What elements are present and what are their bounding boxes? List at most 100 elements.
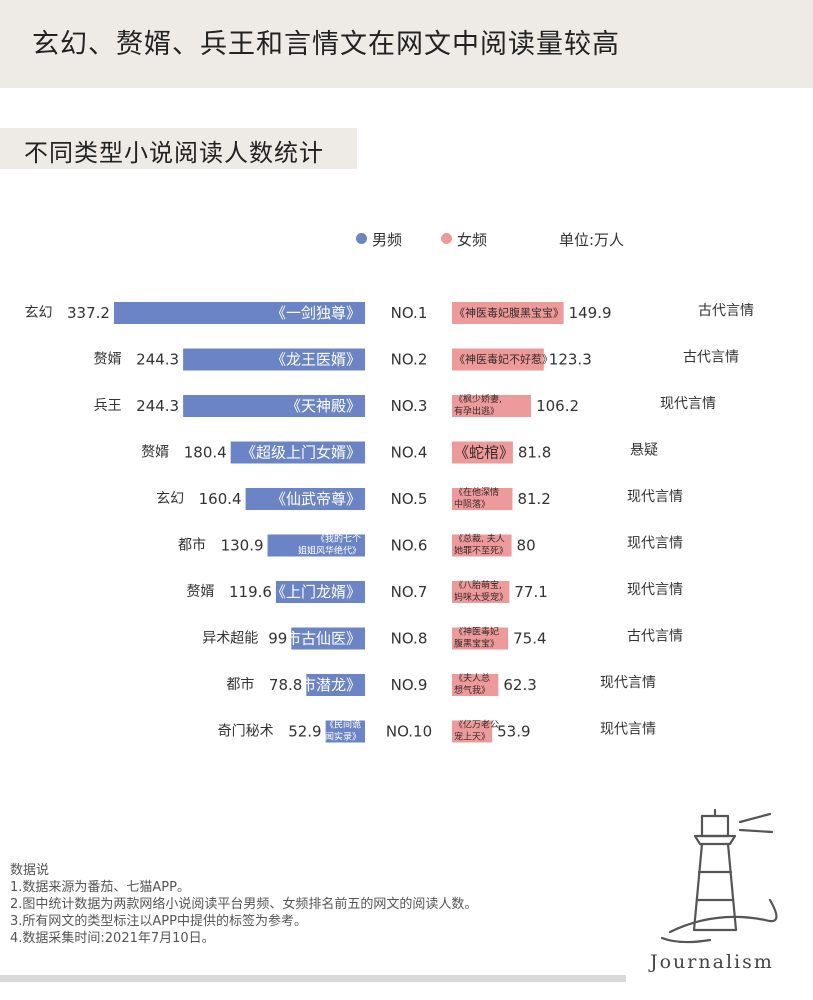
- female-value-label: 106.2: [536, 397, 579, 415]
- female-bar: [452, 581, 510, 603]
- male-bar: [325, 720, 365, 743]
- male-value-label: 78.8: [269, 676, 302, 694]
- male-genre-label: 奇门秘术: [218, 723, 274, 740]
- male-book-title: 姐姐风华绝代》: [298, 545, 361, 557]
- bottom-divider: [0, 975, 626, 982]
- female-book-title: 有孕出逃》: [454, 405, 499, 417]
- male-genre-label: 玄幻: [24, 304, 52, 321]
- rank-label: NO.3: [391, 397, 428, 415]
- rank-label: NO.1: [391, 304, 428, 322]
- female-bar: [452, 302, 564, 324]
- female-bar: [452, 348, 544, 371]
- male-genre-label: 赘婿: [94, 351, 122, 368]
- female-book-title: 想气我》: [454, 684, 490, 696]
- male-genre-label: 异术超能: [202, 631, 258, 647]
- female-value-label: 62.3: [503, 676, 536, 694]
- male-value-label: 244.3: [136, 397, 179, 415]
- male-genre-label: 赘婿: [141, 444, 169, 461]
- legend-female-label: 女频: [457, 231, 488, 249]
- female-value-label: 81.8: [518, 444, 551, 462]
- rank-label: NO.4: [391, 444, 428, 462]
- male-value-label: 160.4: [199, 490, 242, 508]
- notes-item: 4.数据采集时间:2021年7月10日。: [10, 931, 215, 946]
- female-book-title: 《夫人总: [454, 672, 490, 684]
- female-value-label: 75.4: [513, 630, 546, 648]
- rank-label: NO.10: [386, 723, 432, 741]
- male-genre-label: 兵王: [94, 398, 122, 414]
- female-book-title: 《神医毒妃腹黑宝宝》: [454, 306, 564, 320]
- unit-label: 单位:万人: [559, 231, 625, 249]
- rank-label: NO.6: [391, 537, 428, 555]
- female-book-title: 《总裁, 夫人: [454, 533, 505, 545]
- male-bar: [245, 488, 365, 510]
- male-value-label: 119.6: [229, 583, 272, 601]
- rank-label: NO.7: [391, 583, 428, 601]
- female-value-label: 123.3: [549, 351, 592, 369]
- male-bar: [306, 674, 365, 696]
- female-book-title: 妈咪太受宠》: [454, 591, 508, 603]
- male-value-label: 180.4: [184, 444, 227, 462]
- male-book-title: 《民间诡: [325, 719, 361, 731]
- page-title: 玄幻、赘婿、兵王和言情文在网文中阅读量较高: [32, 29, 620, 60]
- male-book-title: 《上门龙婿》: [271, 583, 361, 601]
- female-book-title: 《亿万老公: [454, 719, 499, 731]
- male-book-title: 《都市潜龙》: [271, 676, 361, 694]
- legend-male: 男频: [356, 229, 402, 249]
- female-bar: [452, 534, 512, 557]
- rank-label: NO.2: [391, 351, 428, 369]
- female-book-title: 《在他深情: [454, 486, 499, 498]
- female-book-title: 《八胎萌宝,: [454, 579, 502, 591]
- lighthouse-logo-icon: [660, 808, 778, 944]
- male-value-label: 244.3: [136, 351, 179, 369]
- female-book-title: 她罪不至死》: [454, 545, 508, 557]
- male-book-title: 《都市古仙医》: [256, 630, 361, 648]
- male-book-title: 《仙武帝尊》: [271, 490, 361, 508]
- female-genre-label: 现代言情: [627, 536, 683, 552]
- female-bar: [452, 720, 493, 743]
- female-bar: [452, 441, 513, 464]
- male-bar: [267, 534, 365, 557]
- male-bar: [113, 302, 366, 324]
- male-bar: [230, 441, 365, 464]
- female-bar: [452, 627, 509, 650]
- female-book-title: 《枫少娇妻,: [454, 393, 502, 405]
- male-value-label: 52.9: [288, 723, 321, 741]
- male-genre-label: 玄幻: [156, 490, 184, 507]
- female-genre-label: 悬疑: [630, 443, 658, 459]
- male-value-label: 130.9: [221, 537, 264, 555]
- male-book-title: 闻实录》: [325, 731, 361, 743]
- male-book-title: 《天神殿》: [286, 397, 361, 415]
- female-bar: [452, 395, 532, 417]
- female-book-title: 《神医毒妃: [454, 626, 499, 638]
- data-notes: 数据说 1.数据来源为番茄、七猫APP。 2.图中统计数据为两款网络小说阅读平台…: [10, 862, 477, 947]
- male-book-title: 《我的七个: [316, 533, 361, 545]
- rank-label: NO.8: [391, 630, 428, 648]
- female-genre-label: 现代言情: [627, 489, 683, 505]
- male-genre-label: 都市: [178, 537, 206, 554]
- male-bar: [275, 581, 365, 603]
- male-bar: [183, 395, 365, 417]
- female-value-label: 149.9: [569, 304, 612, 322]
- butterfly-bar-chart: 《一剑独尊》337.2玄幻 NO.1 《神医毒妃腹黑宝宝》 149.9 古代言情《龙王医…: [24, 302, 754, 743]
- female-value-label: 53.9: [497, 723, 530, 741]
- legend-male-swatch: [356, 233, 367, 244]
- female-bar: [452, 674, 499, 696]
- female-genre-label: 现代言情: [660, 396, 716, 412]
- male-bar: [183, 348, 365, 371]
- notes-item: 3.所有网文的类型标注以APP中提供的标签为参考。: [10, 914, 307, 929]
- legend-male-label: 男频: [372, 231, 403, 249]
- male-book-title: 《一剑独尊》: [271, 304, 361, 322]
- female-genre-label: 现代言情: [600, 675, 656, 691]
- female-genre-label: 古代言情: [627, 629, 683, 645]
- notes-item: 2.图中统计数据为两款网络小说阅读平台男频、女频排名前五的网文的阅读人数。: [10, 897, 478, 912]
- rank-label: NO.5: [391, 490, 428, 508]
- male-genre-label: 赘婿: [186, 583, 214, 600]
- female-book-title: 腹黑宝宝》: [454, 638, 499, 650]
- rank-label: NO.9: [391, 676, 428, 694]
- female-genre-label: 现代言情: [627, 582, 683, 598]
- female-value-label: 80: [517, 537, 536, 555]
- female-book-title: 宠上天》: [454, 731, 490, 743]
- female-genre-label: 现代言情: [600, 722, 656, 738]
- legend-female-swatch: [441, 233, 452, 244]
- legend-female: 女频: [441, 229, 487, 249]
